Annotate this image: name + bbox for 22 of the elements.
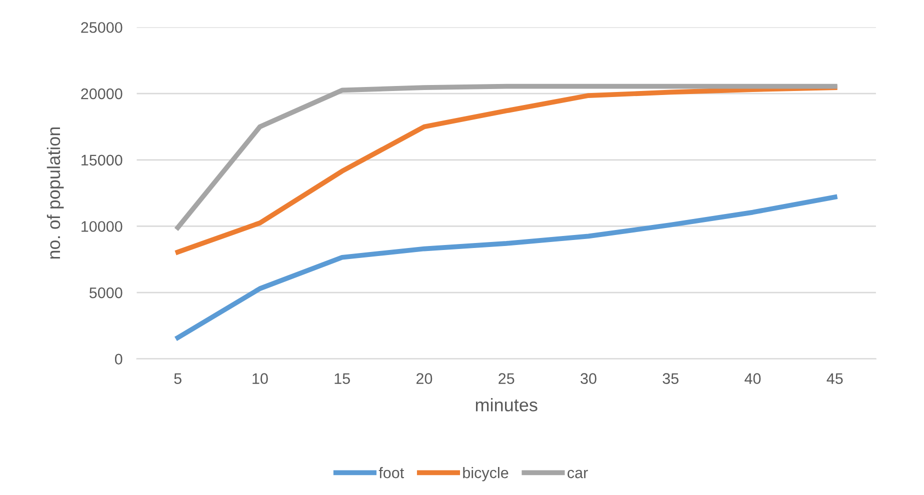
legend-label: bicycle [463,467,508,482]
line-series [175,84,838,230]
x-tick-label: 35 [662,373,678,384]
x-tick-label: 15 [334,373,350,384]
x-axis-title: minutes [476,398,538,412]
legend-label: car [568,470,588,478]
x-tick-label: 45 [826,373,843,384]
y-tick-label: 10000 [82,221,122,232]
x-tick-label: 20 [416,373,432,384]
x-tick-label: 25 [498,373,514,384]
y-tick-label: 25000 [81,22,122,33]
y-tick-label: 15000 [82,154,122,166]
line-series [175,194,838,340]
y-tick-label: 20000 [81,88,122,100]
x-tick-label: 40 [744,373,761,384]
y-tick-label: 0 [114,354,122,365]
legend-label: foot [378,467,404,478]
x-tick-label: 30 [580,373,596,384]
y-tick-label: 5000 [89,287,122,298]
y-axis-title: no. of population [46,127,64,259]
x-tick-label: 10 [252,373,268,384]
x-tick-label: 5 [174,373,182,384]
